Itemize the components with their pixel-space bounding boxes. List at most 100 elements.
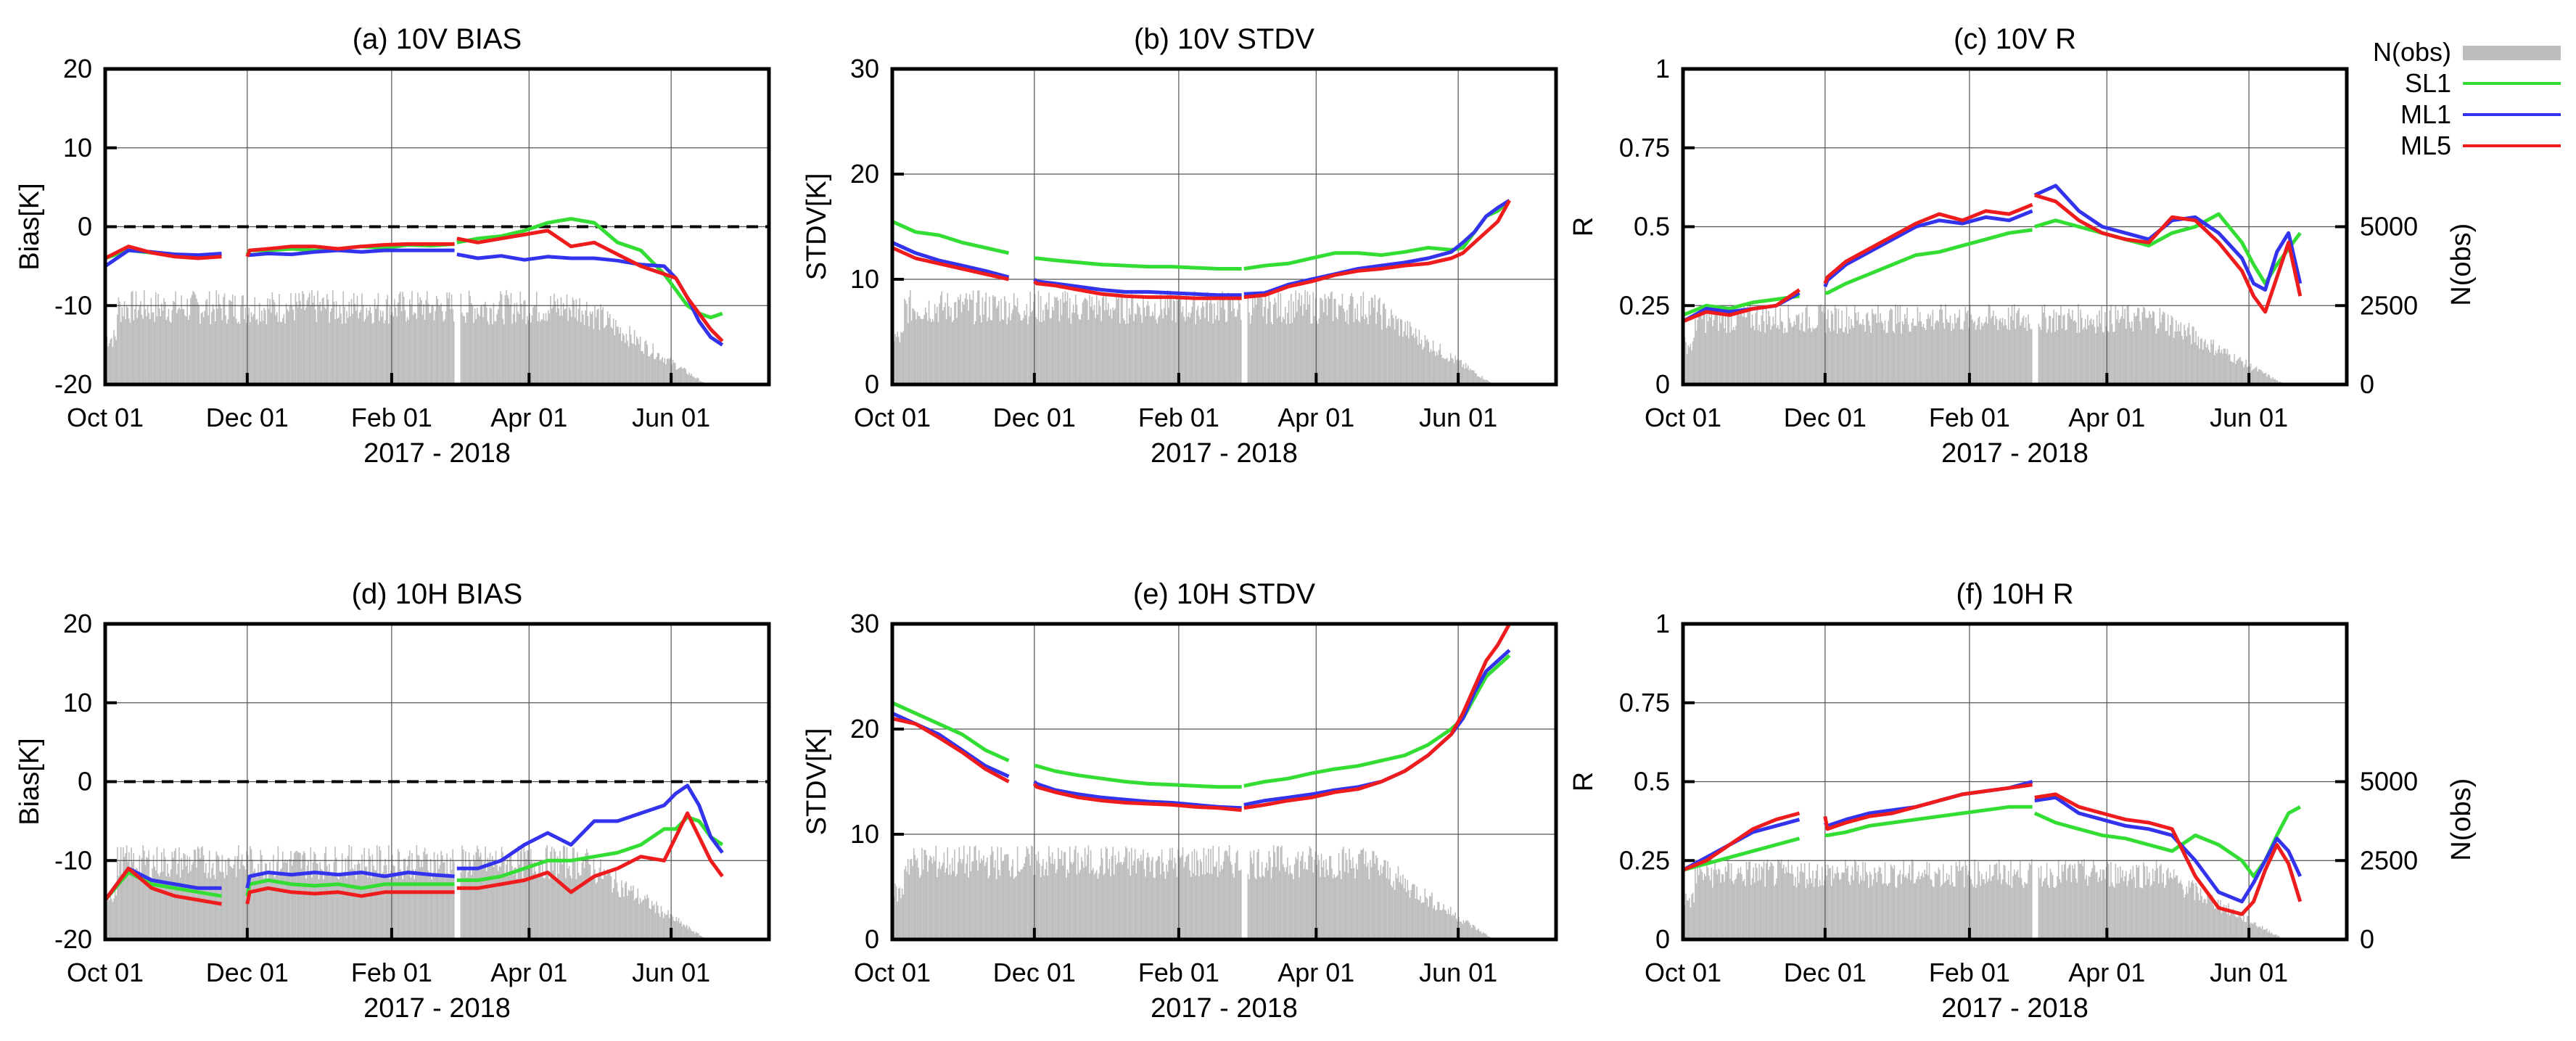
nobs-bar [1690,343,1692,384]
nobs-bar [956,873,958,939]
nobs-bar [1947,879,1949,939]
nobs-bar [2189,887,2191,939]
nobs-bar [929,855,931,939]
nobs-bar [502,318,503,384]
nobs-bar [1703,880,1704,939]
nobs-bar [219,304,221,384]
nobs-bar [2022,316,2025,384]
nobs-bar [1906,878,1908,939]
nobs-bar [196,298,197,384]
series-line-ml5 [1032,782,1242,812]
nobs-bar [1083,868,1085,939]
nobs-bar [495,321,497,384]
nobs-bar [531,316,533,384]
nobs-bar [905,865,907,939]
nobs-bar [1047,876,1049,939]
nobs-bar [560,297,562,384]
nobs-bar [2086,329,2088,384]
nobs-bar [1095,870,1098,939]
nobs-bar [1803,332,1806,384]
nobs-bar [218,294,220,384]
nobs-bar [1158,855,1159,939]
nobs-bar [2119,318,2121,384]
nobs-bar [276,862,278,939]
nobs-bar [937,868,939,939]
nobs-bar [1972,884,1973,939]
nobs-bar [1402,874,1404,939]
nobs-bar [2267,932,2269,939]
nobs-bar [329,311,332,384]
nobs-bar [657,905,659,939]
nobs-bar [2074,863,2075,939]
nobs-bar [1409,321,1411,384]
nobs-bar [1993,324,1996,384]
nobs-bar [1432,340,1434,384]
nobs-bar [1445,910,1447,939]
nobs-bar [1899,305,1901,384]
nobs-bar [279,874,280,939]
nobs-bar [1202,301,1203,384]
nobs-bar [1464,922,1465,939]
nobs-bar [1283,319,1285,384]
nobs-bar [558,308,560,384]
nobs-bar [2066,880,2067,939]
nobs-bar [1256,852,1259,939]
nobs-bar [1708,310,1710,384]
nobs-bar [1278,316,1280,384]
nobs-bar [662,362,664,384]
nobs-bar [1766,860,1769,939]
nobs-bar [1728,863,1730,939]
nobs-bar [1394,889,1396,939]
nobs-bar [1479,931,1481,939]
nobs-bar [1180,857,1182,939]
nobs-bar [1895,304,1896,384]
nobs-bar [527,850,530,939]
nobs-bar [2259,926,2261,939]
nobs-bar [1005,855,1007,939]
nobs-bar [1809,328,1811,384]
nobs-bar [2176,875,2177,939]
nobs-bar [1486,934,1488,939]
nobs-bar [1145,305,1148,384]
nobs-bar [577,872,580,939]
nobs-bar [183,309,185,384]
nobs-bar [1198,316,1200,384]
nobs-bar [1233,308,1235,384]
nobs-bar [1139,308,1140,384]
nobs-bar [342,875,345,939]
nobs-bar [1056,869,1058,939]
nobs-bar [2173,869,2175,939]
x-tick-label: Jun 01 [1419,958,1497,987]
nobs-bar [412,869,414,939]
nobs-bar [1177,300,1179,384]
nobs-bar [424,320,426,384]
nobs-bar [2194,342,2196,384]
nobs-bar [1070,324,1072,384]
nobs-bar [2151,884,2152,939]
nobs-bar [2128,305,2129,384]
nobs-bar [1830,868,1831,939]
nobs-bar [1355,863,1357,939]
nobs-bar [1205,302,1207,384]
nobs-bar [431,305,433,384]
nobs-bar [985,862,987,939]
nobs-bar [2067,868,2069,939]
nobs-bar [1787,860,1790,939]
nobs-bar [1074,849,1076,939]
nobs-bar [1235,852,1238,939]
nobs-bar [1991,316,1993,384]
nobs-bar [2053,887,2055,939]
nobs-bar [1768,870,1769,939]
nobs-bar [1143,868,1145,939]
nobs-bar [254,868,256,939]
nobs-bar [1137,858,1140,939]
nobs-bar [1042,859,1044,939]
nobs-bar [1764,332,1766,384]
nobs-bar [191,865,193,939]
nobs-bar [1439,910,1441,939]
chart-title: (c) 10V R [1954,23,2076,55]
nobs-bar [1925,330,1927,384]
nobs-bar [1332,878,1334,939]
